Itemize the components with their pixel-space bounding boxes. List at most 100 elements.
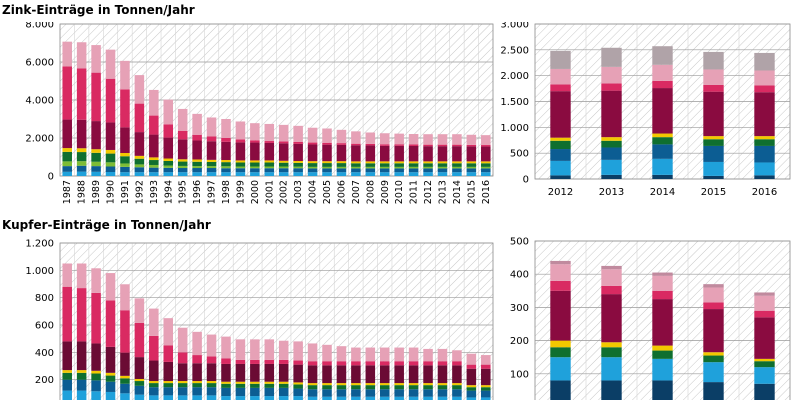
bar-segment bbox=[293, 143, 303, 161]
bar-segment bbox=[601, 90, 622, 138]
bar-segment bbox=[652, 46, 673, 65]
bar-segment bbox=[336, 163, 347, 167]
bar-segment bbox=[192, 159, 202, 162]
bar-segment bbox=[177, 172, 188, 176]
bar-segment bbox=[322, 172, 332, 176]
x-tick-label: 1998 bbox=[221, 180, 232, 204]
bar-segment bbox=[336, 346, 347, 362]
bar-segment bbox=[754, 383, 775, 400]
bar-segment bbox=[652, 299, 673, 346]
bar-segment bbox=[652, 358, 673, 381]
bar-segment bbox=[163, 387, 174, 396]
bar-segment bbox=[336, 166, 347, 169]
bar-segment bbox=[307, 389, 318, 397]
bar-segment bbox=[394, 144, 404, 146]
bar-segment bbox=[601, 137, 622, 141]
y-tick-label: 6.000 bbox=[25, 58, 54, 69]
bar-segment bbox=[550, 280, 571, 291]
bar-segment bbox=[351, 145, 361, 162]
bar-segment bbox=[278, 359, 289, 364]
bar-segment bbox=[149, 160, 159, 165]
bar-segment bbox=[452, 383, 462, 386]
bar-segment bbox=[105, 372, 116, 376]
bar-segment bbox=[601, 174, 622, 179]
bar-segment bbox=[754, 162, 775, 176]
bar-segment bbox=[322, 168, 332, 173]
bar-segment bbox=[163, 167, 174, 173]
bar-segment bbox=[452, 350, 462, 362]
bar-segment bbox=[481, 387, 491, 391]
bar-segment bbox=[423, 385, 433, 390]
bar-segment bbox=[379, 365, 390, 384]
bar-segment bbox=[754, 139, 775, 146]
x-tick-label: 1997 bbox=[207, 180, 218, 204]
bar-segment bbox=[466, 364, 477, 369]
bar-segment bbox=[754, 367, 775, 384]
bar-segment bbox=[437, 389, 448, 397]
bar-segment bbox=[177, 383, 188, 388]
bar-segment bbox=[105, 78, 116, 123]
x-tick-label: 1992 bbox=[134, 180, 145, 204]
bar-segment bbox=[177, 161, 188, 166]
bar-segment bbox=[423, 161, 433, 164]
bar-segment bbox=[206, 356, 217, 364]
x-tick-label: 2016 bbox=[481, 180, 492, 204]
bar-segment bbox=[235, 339, 246, 360]
bar-segment bbox=[278, 396, 289, 400]
bar-segment bbox=[437, 163, 448, 167]
bar-segment bbox=[437, 172, 448, 176]
bar-segment bbox=[481, 385, 491, 388]
bar-segment bbox=[481, 168, 491, 173]
bar-segment bbox=[379, 361, 390, 366]
bar-segment bbox=[466, 172, 477, 176]
bar-segment bbox=[62, 372, 72, 380]
bar-segment bbox=[379, 389, 390, 397]
bar-segment bbox=[221, 160, 231, 163]
bar-segment bbox=[322, 389, 332, 397]
y-tick-label: 2.500 bbox=[500, 45, 529, 56]
bar-segment bbox=[703, 287, 724, 303]
x-tick-label: 2001 bbox=[264, 180, 275, 204]
bar-segment bbox=[481, 368, 491, 386]
bar-segment bbox=[206, 159, 217, 162]
bar-segment bbox=[322, 161, 332, 164]
bar-segment bbox=[163, 158, 174, 161]
bar-segment bbox=[163, 99, 174, 125]
y-tick-label: 8.000 bbox=[25, 22, 54, 31]
bar-segment bbox=[221, 168, 231, 173]
bar-segment bbox=[466, 161, 477, 164]
bar-segment bbox=[120, 60, 130, 90]
bar-segment bbox=[105, 166, 116, 173]
bar-segment bbox=[423, 168, 433, 173]
bar-segment bbox=[550, 68, 571, 85]
bar-segment bbox=[134, 322, 145, 358]
bar-segment bbox=[550, 290, 571, 341]
bar-segment bbox=[134, 132, 145, 156]
bar-segment bbox=[379, 347, 390, 362]
bar-segment bbox=[76, 379, 87, 391]
bar-segment bbox=[264, 383, 275, 388]
bar-segment bbox=[177, 108, 188, 131]
x-tick-label: 2004 bbox=[308, 180, 319, 204]
bar-segment bbox=[703, 145, 724, 162]
bar-segment bbox=[149, 89, 159, 116]
bar-segment bbox=[105, 381, 116, 392]
bar-segment bbox=[408, 389, 419, 397]
bar-segment bbox=[466, 387, 477, 391]
bar-segment bbox=[149, 115, 159, 135]
bar-segment bbox=[652, 64, 673, 81]
bar-segment bbox=[149, 395, 159, 400]
bar-segment bbox=[437, 168, 448, 173]
x-tick-label: 2010 bbox=[394, 180, 405, 204]
x-tick-label: 1994 bbox=[163, 180, 174, 204]
bar-segment bbox=[754, 358, 775, 362]
bar-segment bbox=[351, 161, 361, 164]
bar-segment bbox=[437, 365, 448, 384]
bar-segment bbox=[550, 357, 571, 381]
bar-segment bbox=[177, 165, 188, 169]
bar-segment bbox=[192, 331, 202, 356]
bar-segment bbox=[192, 363, 202, 382]
bar-segment bbox=[379, 396, 390, 400]
bar-segment bbox=[221, 396, 231, 400]
bar-segment bbox=[177, 387, 188, 396]
